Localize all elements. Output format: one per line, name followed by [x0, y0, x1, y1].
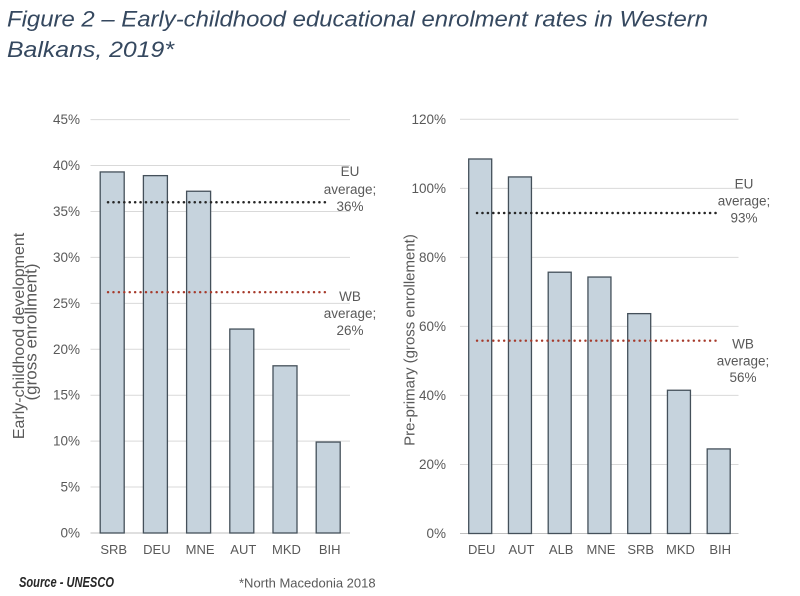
svg-text:MKD: MKD	[666, 542, 695, 557]
svg-text:36%: 36%	[336, 199, 363, 214]
svg-text:0%: 0%	[426, 526, 446, 541]
svg-text:60%: 60%	[419, 319, 446, 334]
svg-text:SRB: SRB	[100, 542, 127, 557]
svg-text:BIH: BIH	[709, 542, 731, 557]
svg-text:WB: WB	[339, 289, 361, 304]
svg-text:35%: 35%	[53, 204, 80, 219]
svg-text:20%: 20%	[419, 457, 446, 472]
svg-text:average;: average;	[324, 306, 377, 321]
svg-text:MNE: MNE	[186, 542, 215, 557]
svg-text:15%: 15%	[53, 388, 80, 403]
svg-text:DEU: DEU	[468, 542, 495, 557]
svg-text:40%: 40%	[53, 158, 80, 173]
svg-text:WB: WB	[732, 337, 754, 352]
svg-text:120%: 120%	[411, 112, 446, 127]
svg-text:EU: EU	[341, 164, 360, 179]
svg-text:Balkans, 2019*: Balkans, 2019*	[7, 37, 176, 62]
svg-text:average;: average;	[718, 193, 771, 208]
svg-text:average;: average;	[324, 182, 377, 197]
svg-text:(gross enrollment): (gross enrollment)	[21, 264, 40, 401]
svg-text:Pre-primary (gross enrollement: Pre-primary (gross enrollement)	[402, 234, 419, 446]
svg-text:20%: 20%	[53, 342, 80, 357]
svg-text:80%: 80%	[419, 250, 446, 265]
svg-text:ALB: ALB	[549, 542, 574, 557]
svg-text:100%: 100%	[411, 181, 446, 196]
svg-text:10%: 10%	[53, 434, 80, 449]
svg-text:MNE: MNE	[587, 542, 616, 557]
svg-text:0%: 0%	[60, 526, 80, 541]
svg-text:MKD: MKD	[272, 542, 301, 557]
svg-text:25%: 25%	[53, 296, 80, 311]
svg-text:BIH: BIH	[319, 542, 341, 557]
svg-text:93%: 93%	[730, 210, 757, 225]
svg-text:EU: EU	[735, 176, 754, 191]
svg-text:56%: 56%	[729, 370, 756, 385]
svg-text:DEU: DEU	[143, 542, 170, 557]
svg-text:40%: 40%	[419, 388, 446, 403]
svg-text:26%: 26%	[336, 323, 363, 338]
svg-text:5%: 5%	[60, 480, 80, 495]
svg-text:Early-childhood development: Early-childhood development	[11, 232, 28, 439]
svg-text:average;: average;	[717, 353, 770, 368]
svg-text:AUT: AUT	[508, 542, 534, 557]
svg-text:Source - UNESCO: Source - UNESCO	[19, 575, 115, 591]
svg-text:SRB: SRB	[627, 542, 654, 557]
svg-text:*North Macedonia 2018: *North Macedonia 2018	[239, 576, 376, 591]
svg-text:Figure 2 – Early-childhood edu: Figure 2 – Early-childhood educational e…	[7, 7, 708, 32]
svg-text:45%: 45%	[53, 112, 80, 127]
svg-text:AUT: AUT	[230, 542, 256, 557]
svg-text:30%: 30%	[53, 250, 80, 265]
